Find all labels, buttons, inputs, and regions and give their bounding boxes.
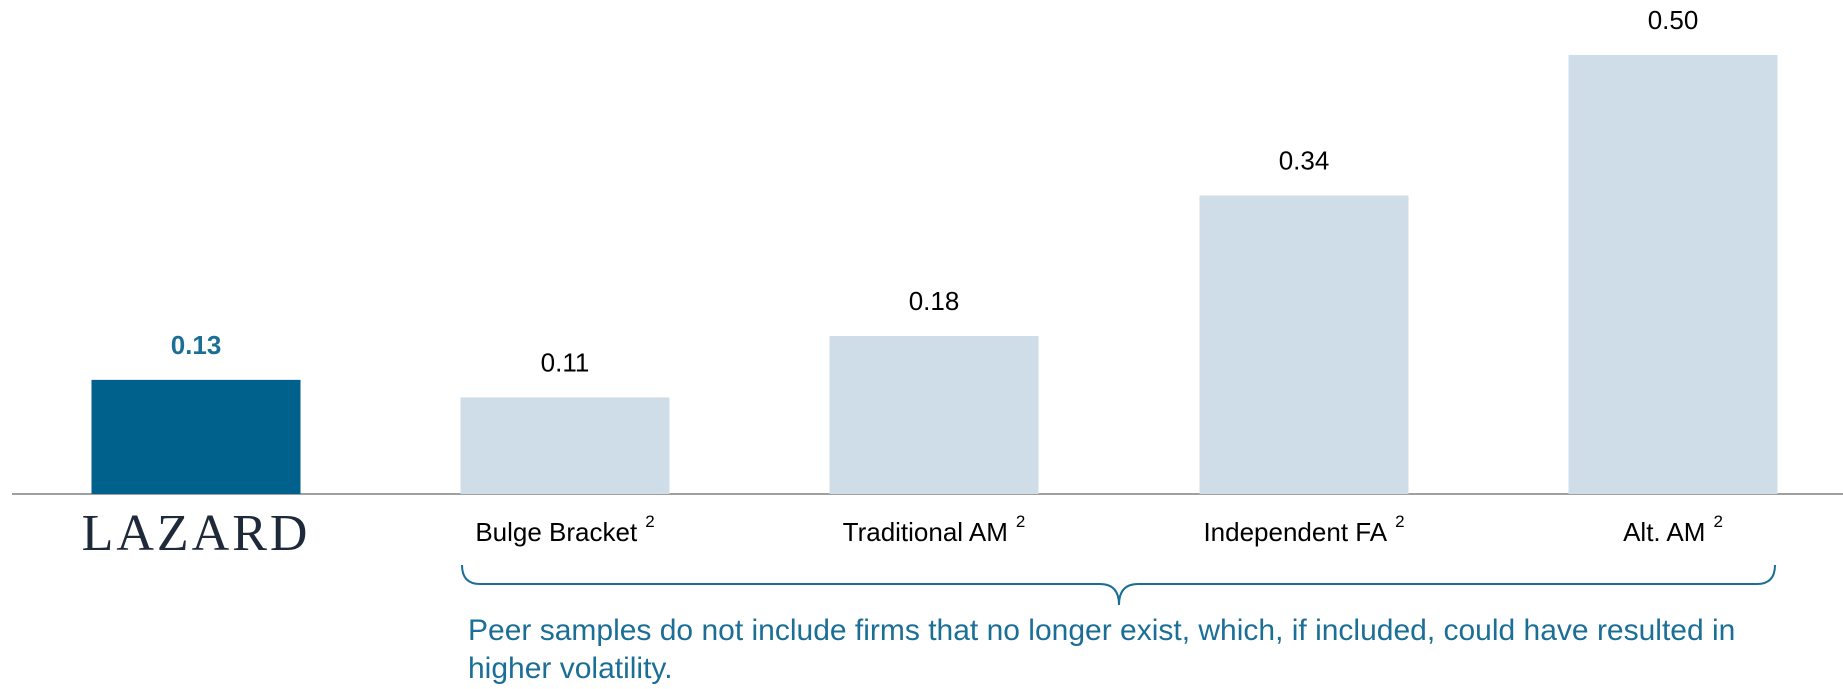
value-label: 0.18 [909,286,960,316]
footnote-marker: 2 [1395,512,1404,531]
footnote-marker: 2 [1713,512,1722,531]
x-tick-label: Bulge Bracket 2 [475,512,654,547]
value-label: 0.50 [1648,5,1699,35]
category-name: Traditional AM [843,517,1008,547]
x-tick-label: Traditional AM 2 [843,512,1026,547]
value-label: 0.13 [171,330,222,360]
bar [1199,195,1409,495]
footnote: Peer samples do not include firms that n… [468,614,1736,685]
footnote-marker: 2 [645,512,654,531]
category-name: Independent FA [1203,517,1387,547]
logo: LAZARD [82,505,311,562]
category-name: Bulge Bracket [475,517,638,547]
value-label: 0.11 [541,347,590,377]
x-tick-label: Independent FA 2 [1203,512,1404,547]
bar [460,397,670,494]
x-tick-label: Alt. AM 2 [1623,512,1723,547]
bar [829,335,1039,494]
category-name: Alt. AM [1623,517,1705,547]
bar [1568,55,1778,494]
footnote-marker: 2 [1016,512,1025,531]
brace [461,564,1776,606]
bar [91,379,301,494]
value-label: 0.34 [1279,145,1330,175]
